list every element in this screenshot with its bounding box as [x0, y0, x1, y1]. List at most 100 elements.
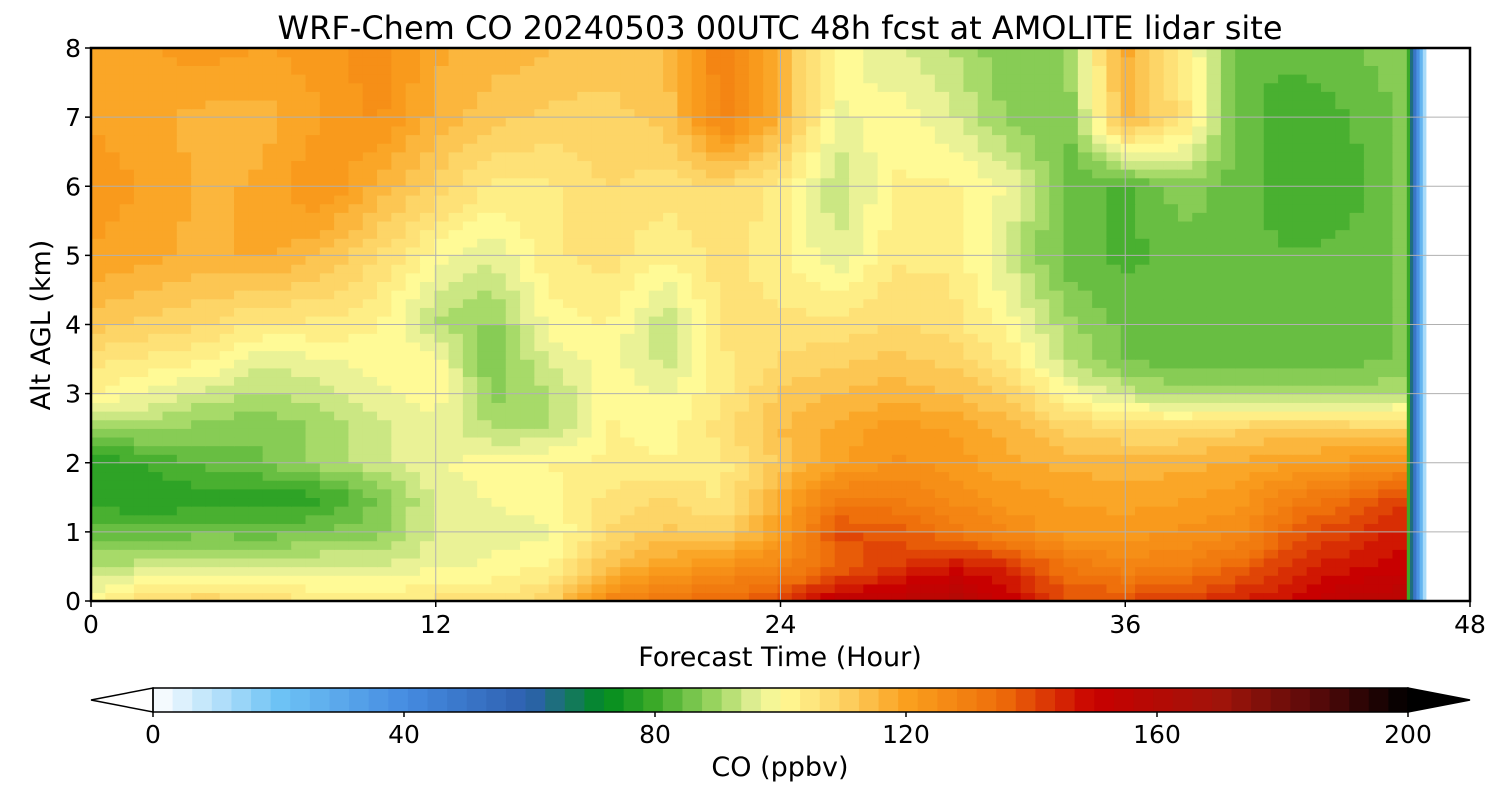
co-cell: [1192, 194, 1208, 205]
co-cell: [405, 324, 421, 334]
co-cell: [291, 229, 307, 239]
co-cell: [348, 454, 364, 464]
co-cell: [992, 540, 1008, 550]
co-cell: [620, 419, 636, 429]
co-cell: [334, 523, 350, 533]
co-cell: [806, 229, 822, 239]
co-cell: [1192, 315, 1208, 326]
co-cell: [849, 367, 865, 378]
co-cell: [191, 428, 207, 438]
co-cell: [119, 186, 135, 196]
co-cell: [205, 540, 221, 550]
co-cell: [605, 549, 621, 559]
co-cell: [405, 410, 421, 421]
co-cell: [777, 367, 793, 378]
co-cell: [777, 194, 793, 205]
co-cell: [162, 384, 178, 395]
co-cell: [691, 212, 707, 222]
co-cell: [148, 125, 164, 136]
co-cell: [791, 168, 807, 179]
co-cell: [1392, 523, 1408, 533]
co-cell: [977, 324, 993, 334]
co-cell: [849, 289, 865, 300]
co-cell: [1392, 497, 1408, 507]
co-cell: [605, 497, 621, 507]
co-cell: [1149, 324, 1165, 334]
co-cell: [963, 307, 979, 317]
co-cell: [663, 454, 679, 464]
co-cell: [1006, 540, 1022, 550]
co-cell: [448, 419, 464, 429]
co-cell: [148, 419, 164, 429]
co-cell: [448, 272, 464, 282]
co-cell: [1135, 488, 1151, 499]
co-cell: [1149, 186, 1165, 196]
co-cell: [648, 497, 664, 507]
co-cell: [434, 402, 450, 412]
co-cell: [91, 350, 106, 360]
co-cell: [133, 419, 149, 429]
co-cell: [634, 341, 650, 352]
co-cell: [1049, 419, 1065, 429]
co-cell: [920, 177, 936, 187]
co-cell: [462, 168, 478, 179]
co-cell: [1049, 462, 1065, 473]
co-cell: [663, 134, 679, 144]
co-cell: [191, 462, 207, 473]
co-cell: [248, 367, 264, 378]
co-cell: [677, 324, 693, 334]
co-cell: [520, 298, 536, 308]
co-cell: [1077, 229, 1093, 239]
co-cell: [791, 462, 807, 473]
co-cell: [462, 264, 478, 274]
co-cell: [362, 194, 378, 205]
co-cell: [1163, 264, 1179, 274]
co-cell: [591, 505, 607, 516]
co-cell: [1177, 177, 1193, 187]
co-cell: [963, 428, 979, 438]
co-cell: [191, 575, 207, 585]
co-cell: [734, 143, 750, 153]
co-cell: [234, 419, 250, 429]
co-cell: [849, 203, 865, 213]
co-cell: [1378, 566, 1394, 576]
co-cell: [1120, 402, 1136, 412]
co-cell: [377, 540, 393, 550]
co-cell: [920, 289, 936, 300]
co-cell: [1220, 384, 1236, 395]
co-cell: [763, 566, 779, 576]
co-cell: [405, 177, 421, 187]
co-cell: [1263, 436, 1279, 447]
co-cell: [262, 462, 278, 473]
co-cell: [248, 143, 264, 153]
co-cell: [276, 264, 292, 274]
co-cell: [1220, 350, 1236, 360]
co-cell: [1363, 298, 1379, 308]
co-cell: [1177, 557, 1193, 568]
co-cell: [191, 523, 207, 533]
co-cell: [391, 255, 407, 265]
co-cell: [663, 333, 679, 343]
co-cell: [705, 194, 721, 205]
co-cell: [148, 229, 164, 239]
co-cell: [119, 592, 135, 601]
co-cell: [1135, 419, 1151, 429]
co-cell: [605, 194, 621, 205]
co-cell: [806, 454, 822, 464]
co-cell: [963, 367, 979, 378]
co-cell: [1192, 454, 1208, 464]
co-cell: [219, 272, 235, 282]
co-cell: [434, 350, 450, 360]
co-cell: [291, 177, 307, 187]
co-cell: [677, 480, 693, 490]
co-cell: [634, 480, 650, 490]
co-cell: [1149, 557, 1165, 568]
co-cell: [1163, 350, 1179, 360]
co-cell: [562, 151, 578, 162]
co-cell: [949, 229, 965, 239]
co-cell: [591, 575, 607, 585]
co-cell: [1063, 160, 1079, 170]
co-cell: [720, 402, 736, 412]
co-cell: [548, 186, 564, 196]
co-cell: [1206, 540, 1222, 550]
